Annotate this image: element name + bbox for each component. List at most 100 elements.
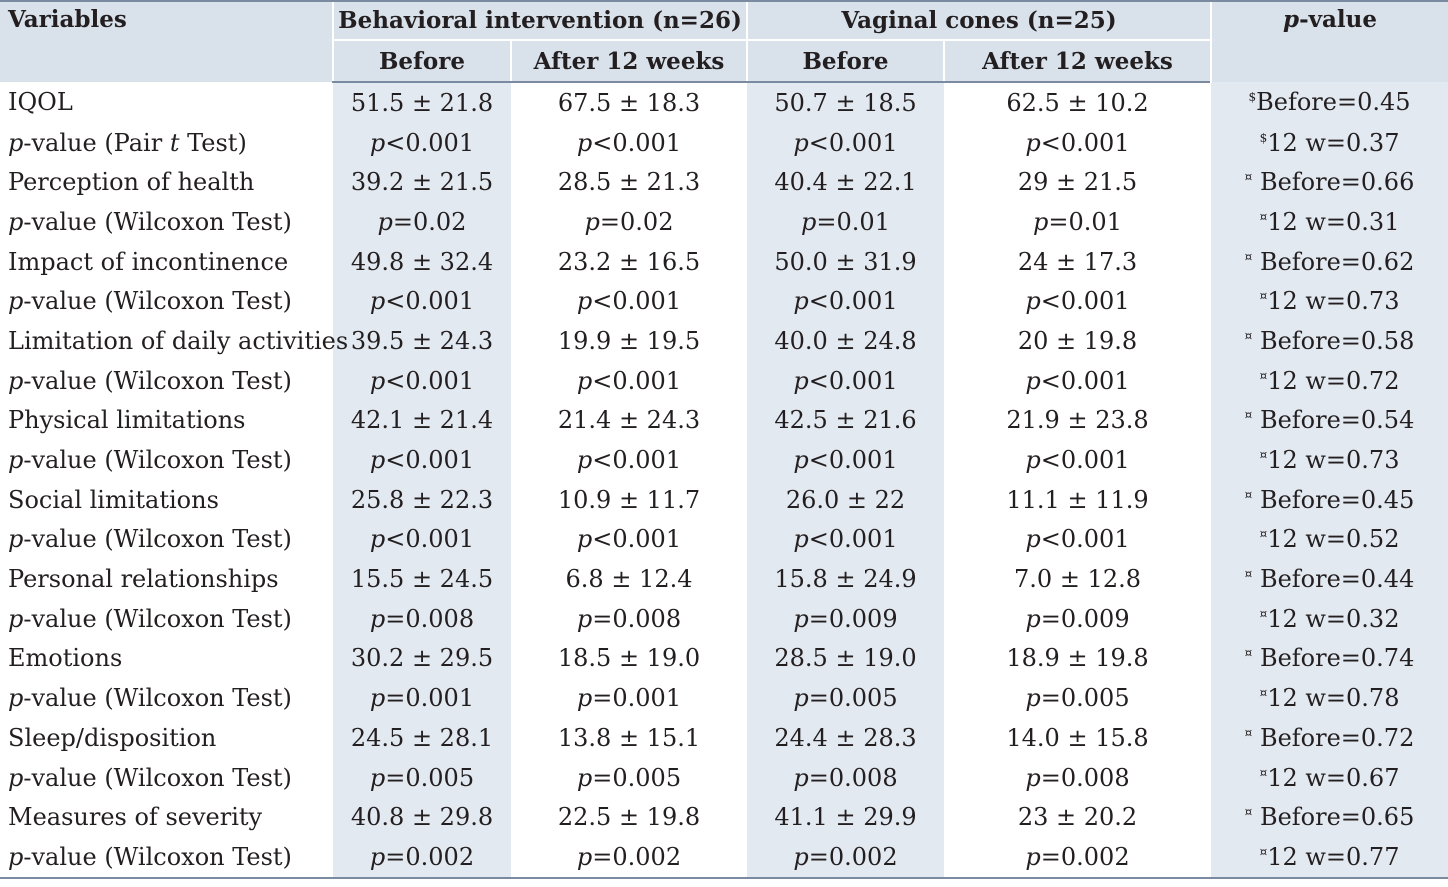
table-cell: 50.0 ± 31.9	[747, 241, 945, 282]
table-cell: 62.5 ± 10.2	[1006, 88, 1149, 117]
table-row: Perception of health 39.2 ± 21.5 28.5 ± 21…	[0, 162, 1448, 203]
table-cell: p<0.001	[747, 360, 945, 401]
table-row: p-value (Wilcoxon Test) p<0.001 p<0.001 p<0…	[0, 281, 1448, 322]
table-row: Emotions 30.2 ± 29.5 18.5 ± 19.0 28.5 ± 19.…	[0, 638, 1448, 679]
table-cell: 7.0 ± 12.8	[1014, 565, 1141, 594]
row-label: p-value (Pair t Test)	[8, 128, 247, 157]
table-cell: p=0.008	[747, 757, 945, 798]
row-label: Perception of health	[8, 168, 255, 197]
p-value-cell: ¤12 w=0.73	[1211, 281, 1448, 322]
table-cell: p<0.001	[747, 281, 945, 322]
p-value-cell: ¤12 w=0.52	[1211, 519, 1448, 560]
p-value-header: p-value	[1210, 0, 1448, 82]
table-cell: 67.5 ± 18.3	[557, 88, 701, 117]
table-cell: 51.5 ± 21.8	[333, 82, 511, 123]
table-cell: p<0.001	[576, 287, 682, 316]
table-cell: 18.9 ± 19.8	[1006, 644, 1149, 673]
table-cell: p<0.001	[1025, 366, 1130, 395]
row-label: Physical limitations	[8, 406, 246, 435]
table-cell: 40.4 ± 22.1	[747, 162, 945, 203]
table-row: p-value (Wilcoxon Test) p<0.001 p<0.001 p<0…	[0, 519, 1448, 560]
table-cell: 49.8 ± 32.4	[333, 241, 511, 282]
table-cell: 24.4 ± 28.3	[747, 718, 945, 758]
row-label: p-value (Wilcoxon Test)	[8, 446, 292, 475]
table-cell: p=0.008	[1025, 763, 1130, 792]
table-cell: 50.7 ± 18.5	[747, 82, 945, 123]
table-cell: 18.5 ± 19.0	[557, 644, 701, 673]
p-value-cell: ¤ Before=0.65	[1211, 797, 1448, 838]
table-cell: 40.8 ± 29.8	[333, 797, 511, 838]
row-label: Emotions	[8, 644, 123, 673]
row-label: Impact of incontinence	[8, 247, 289, 276]
row-label: IQOL	[8, 88, 73, 117]
table-cell: p=0.001	[333, 678, 511, 718]
behavioral-after-header: After 12 weeks	[509, 40, 748, 83]
table-cell: p<0.001	[576, 525, 682, 554]
table-cell: p<0.001	[1025, 525, 1130, 554]
table-cell: 41.1 ± 29.9	[747, 797, 945, 838]
table-cell: p=0.008	[333, 598, 511, 639]
cones-before-header: Before	[746, 40, 945, 83]
table-row: Impact of incontinence 49.8 ± 32.4 23.2 ± …	[0, 241, 1448, 282]
table-row: Social limitations 25.8 ± 22.3 10.9 ± 11.7…	[0, 479, 1448, 520]
p-value-cell: ¤ Before=0.54	[1211, 400, 1448, 441]
row-label: p-value (Wilcoxon Test)	[8, 763, 292, 792]
table-row: Sleep/disposition 24.5 ± 28.1 13.8 ± 15.1 2…	[0, 718, 1448, 758]
table-cell: 42.5 ± 21.6	[747, 400, 945, 441]
table-cell: p=0.002	[747, 837, 945, 879]
row-label: Sleep/disposition	[8, 723, 217, 752]
table-cell: p=0.001	[576, 684, 682, 713]
row-label: p-value (Wilcoxon Test)	[8, 207, 292, 236]
table-row: IQOL 51.5 ± 21.8 67.5 ± 18.3 50.7 ± 18.5 62.…	[0, 82, 1448, 123]
table-cell: 30.2 ± 29.5	[333, 638, 511, 679]
table-cell: p=0.002	[333, 837, 511, 879]
table-cell: p<0.001	[333, 360, 511, 401]
table-cell: 21.9 ± 23.8	[1006, 406, 1149, 435]
table-cell: 23 ± 20.2	[1017, 803, 1138, 832]
p-value-cell: ¤12 w=0.73	[1211, 440, 1448, 480]
p-value-cell: ¤12 w=0.77	[1211, 837, 1448, 879]
table-cell: p<0.001	[1025, 446, 1130, 475]
table-cell: p<0.001	[1025, 128, 1130, 157]
table-cell: p=0.008	[576, 604, 682, 633]
behavioral-intervention-header: Behavioral intervention (n=26)	[331, 0, 748, 41]
table-cell: 20 ± 19.8	[1017, 326, 1138, 355]
p-value-cell: ¤ Before=0.45	[1211, 479, 1448, 520]
table-row: Physical limitations 42.1 ± 21.4 21.4 ± 24…	[0, 400, 1448, 441]
table-cell: 13.8 ± 15.1	[557, 723, 701, 752]
table-cell: 29 ± 21.5	[1017, 168, 1138, 197]
table-row: p-value (Wilcoxon Test) p=0.008 p=0.008 p=0…	[0, 598, 1448, 639]
table-cell: 6.8 ± 12.4	[565, 565, 693, 594]
table-cell: 28.5 ± 19.0	[747, 638, 945, 679]
table-row: p-value (Wilcoxon Test) p<0.001 p<0.001 p<0…	[0, 360, 1448, 401]
table-cell: 19.9 ± 19.5	[557, 326, 701, 355]
table-cell: p<0.001	[576, 366, 682, 395]
behavioral-before-header: Before	[332, 40, 511, 83]
table-cell: 10.9 ± 11.7	[557, 485, 701, 514]
vaginal-cones-header: Vaginal cones (n=25)	[746, 0, 1212, 41]
table-cell: 22.5 ± 19.8	[557, 803, 701, 832]
table-row: p-value (Wilcoxon Test) p=0.02 p=0.02 p=0.0…	[0, 202, 1448, 242]
p-value-cell: $12 w=0.37	[1211, 122, 1448, 163]
table-cell: p=0.002	[944, 837, 1212, 879]
table-cell: p=0.01	[1033, 207, 1122, 236]
table-cell: 24 ± 17.3	[1017, 247, 1138, 276]
p-value-cell: ¤ Before=0.62	[1211, 241, 1448, 282]
table-cell: p=0.009	[1025, 604, 1130, 633]
table-row: p-value (Pair t Test) p<0.001 p<0.001 p<0.0…	[0, 122, 1448, 163]
table-cell: 15.5 ± 24.5	[333, 559, 511, 599]
p-value-cell: ¤12 w=0.31	[1211, 202, 1448, 242]
row-label: p-value (Wilcoxon Test)	[8, 287, 292, 316]
p-value-cell: $Before=0.45	[1211, 82, 1448, 123]
table-cell: 40.0 ± 24.8	[747, 321, 945, 361]
table-row: p-value (Wilcoxon Test) p=0.002 p=0.002 p=0…	[0, 837, 1448, 879]
table-row: Personal relationships 15.5 ± 24.5 6.8 ± 1…	[0, 559, 1448, 599]
table-cell: 24.5 ± 28.1	[333, 718, 511, 758]
table-cell: p=0.005	[576, 763, 682, 792]
p-value-cell: ¤ Before=0.44	[1211, 559, 1448, 599]
table-cell: p=0.005	[1025, 684, 1130, 713]
row-label: p-value (Wilcoxon Test)	[0, 837, 333, 879]
table-row: Limitation of daily activities 39.5 ± 24.…	[0, 321, 1448, 361]
table-cell: p<0.001	[747, 122, 945, 163]
